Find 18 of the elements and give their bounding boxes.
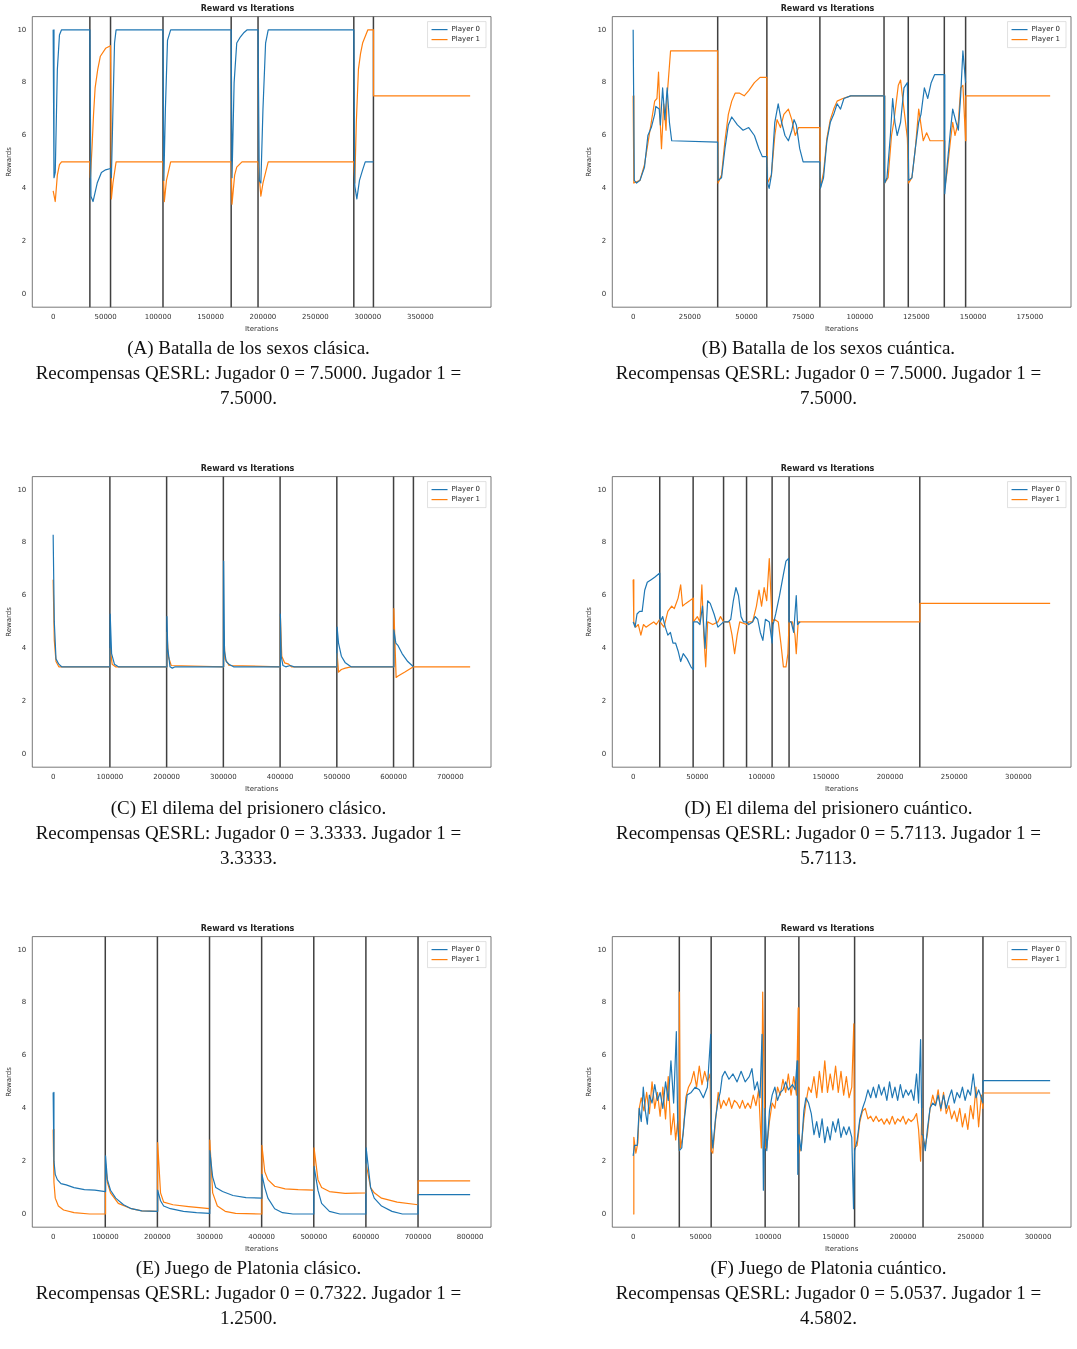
text: (B) Batalla de los sexos cuántica. (700, 336, 957, 360)
text: Recompensas QESRL: Jugador 0 = 3.3333. Jugador 1 = 3.3333. (34, 821, 463, 870)
chart-title: Reward vs Iterations (200, 923, 295, 933)
text: (F) Juego de Platonia cuántico. (709, 1256, 948, 1280)
text: Recompensas QESRL: Jugador 0 = 5.7113. Jugador 1 = 5.7113. (615, 821, 1042, 870)
text: (D) El dilema del prisionero cuántico. (683, 796, 974, 820)
text: Recompensas QESRL: Jugador 0 = 7.5000. Jugador 1 = 7.5000. (614, 361, 1043, 410)
text: Recompensas QESRL: Jugador 0 = 5.0537. Jugador 1 = 4.5802. (614, 1281, 1043, 1330)
text: Recompensas QESRL: Jugador 0 = 0.7322. Jugador 1 = 1.2500. (34, 1281, 463, 1330)
text: (A) Batalla de los sexos clásica. (126, 336, 371, 360)
chart-title: Reward vs Iterations (780, 923, 875, 933)
text: (C) El dilema del prisionero clásico. (109, 796, 388, 820)
chart-title: Reward vs Iterations (780, 3, 875, 13)
text: Recompensas QESRL: Jugador 0 = 7.5000. Jugador 1 = 7.5000. (34, 361, 463, 410)
text: (E) Juego de Platonia clásico. (134, 1256, 363, 1280)
chart-title: Reward vs Iterations (200, 463, 295, 473)
chart-title: Reward vs Iterations (780, 463, 875, 473)
chart-title: Reward vs Iterations (200, 3, 295, 13)
